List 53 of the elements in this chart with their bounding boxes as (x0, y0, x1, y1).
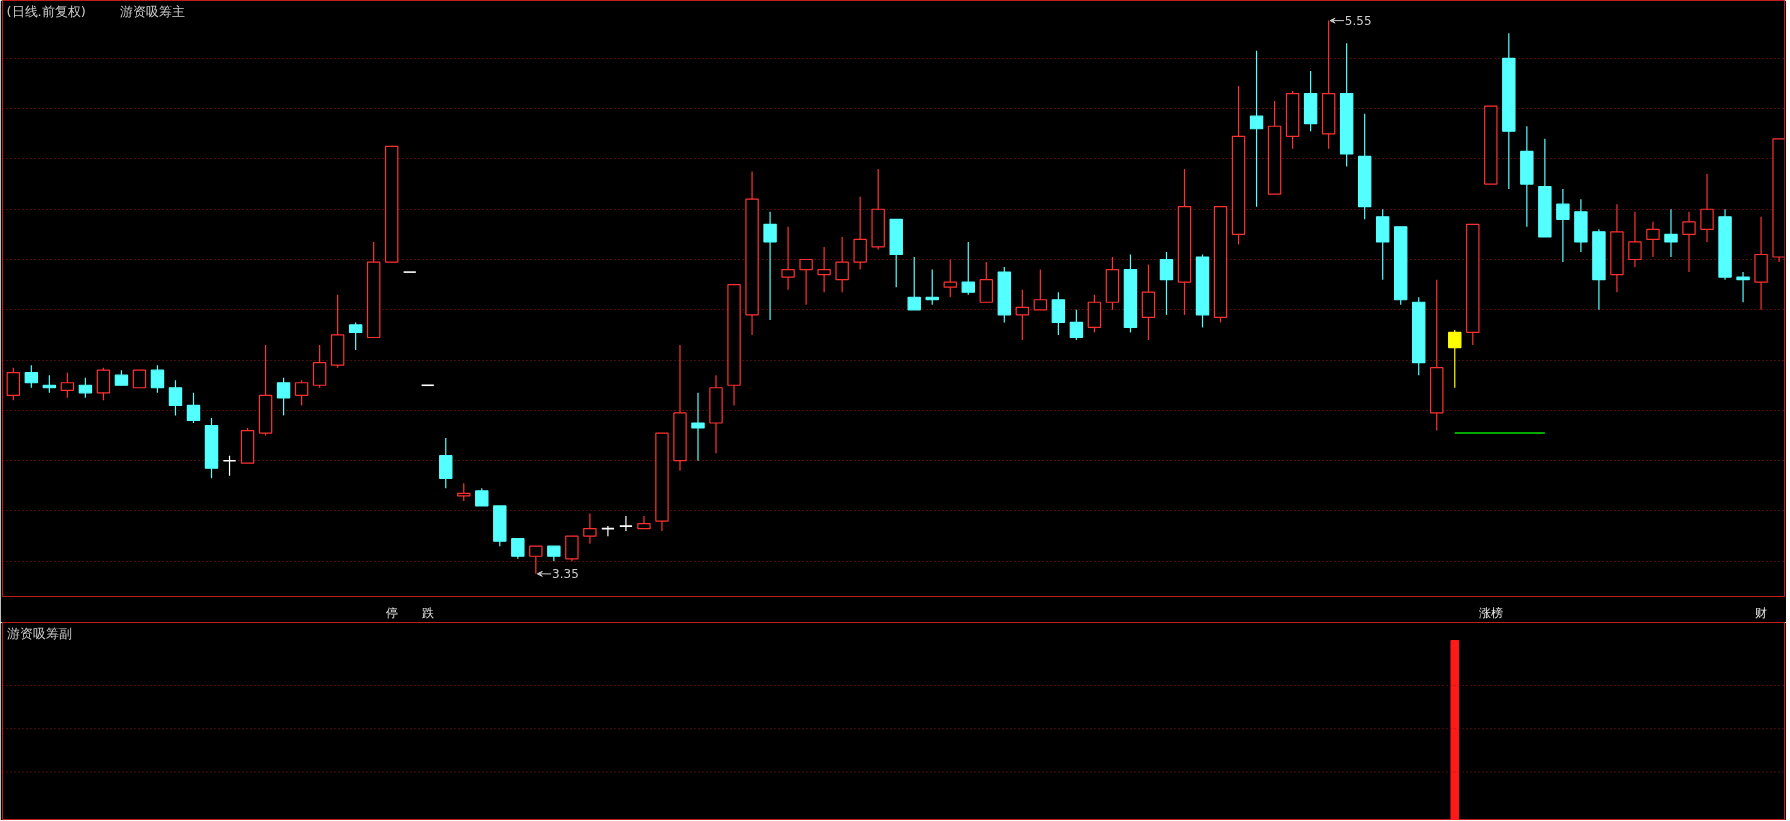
candlestick (294, 379, 309, 406)
candlestick (276, 377, 291, 417)
candlestick (817, 246, 831, 293)
candlestick (691, 392, 705, 462)
x-tick-label: 停 (385, 605, 398, 620)
candlestick (312, 344, 327, 389)
candlestick (6, 367, 21, 401)
candlestick (1159, 251, 1174, 316)
candlestick (1033, 268, 1048, 311)
candlestick (637, 515, 651, 530)
candlestick (853, 196, 867, 271)
candlestick (1015, 289, 1030, 341)
candlestick (1051, 291, 1066, 336)
candlestick (96, 367, 111, 401)
candlestick (439, 437, 453, 489)
candlestick (186, 392, 201, 424)
candlestick (979, 261, 994, 303)
chart-title: 游资吸筹副 (6, 625, 72, 641)
x-tick-label: 财 (1755, 605, 1768, 620)
candlestick (1556, 188, 1570, 263)
candlestick (763, 211, 777, 321)
chart-subtitle: 游资吸筹主 (119, 3, 185, 19)
candlestick (799, 258, 813, 306)
candlestick (78, 377, 93, 399)
candlestick (583, 512, 597, 545)
candlestick (1682, 211, 1696, 273)
candlestick (1664, 208, 1678, 258)
candlestick (511, 538, 525, 560)
x-tick-label: 涨榜 (1478, 605, 1503, 620)
candlestick (1249, 50, 1264, 208)
candlestick (835, 236, 849, 293)
candlestick (150, 364, 165, 394)
candlestick (1736, 271, 1750, 303)
candlestick (943, 258, 957, 298)
candlestick (1069, 309, 1084, 341)
candlestick (1448, 329, 1462, 389)
candlestick (1628, 211, 1642, 268)
candlestick (565, 535, 579, 562)
candlestick (24, 364, 39, 389)
candlestick (168, 379, 183, 417)
candlestick (348, 321, 363, 351)
candlestick (961, 241, 975, 296)
candlestick (222, 455, 237, 477)
candlestick (907, 256, 921, 311)
annotation: 3.35 (552, 567, 579, 582)
candlestick (1646, 221, 1660, 258)
candlestick (781, 226, 795, 291)
candlestick (619, 515, 633, 532)
candlestick (60, 372, 75, 399)
candlestick (1700, 173, 1714, 243)
chart-title: (日线.前复权) (6, 3, 86, 19)
x-tick-label: 跌 (421, 605, 434, 620)
annotation: 5.55 (1344, 14, 1372, 29)
